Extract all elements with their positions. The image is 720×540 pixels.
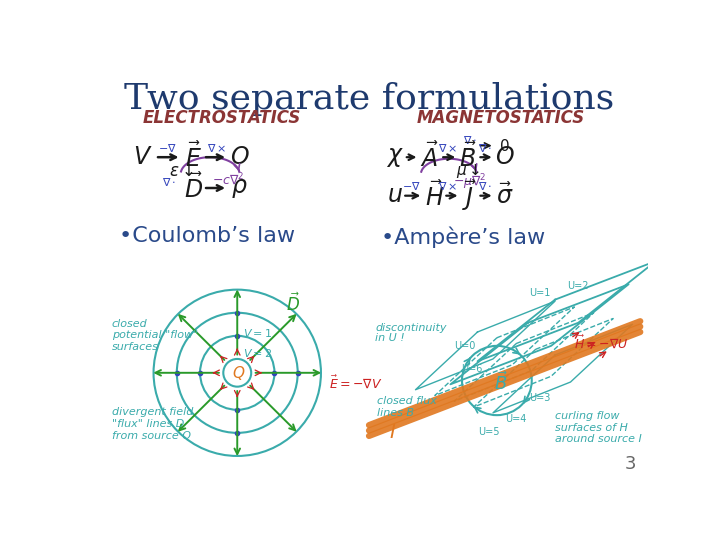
Text: in U !: in U ! — [375, 333, 405, 343]
Text: closed flux
lines B: closed flux lines B — [377, 396, 436, 417]
Text: $O$: $O$ — [495, 146, 515, 168]
Text: $\vec{D}$: $\vec{D}$ — [184, 173, 202, 203]
Text: U=0: U=0 — [454, 341, 475, 351]
Text: $\vec{B}$: $\vec{B}$ — [494, 372, 508, 394]
Text: $\vec{H}{=}{-}\nabla U$: $\vec{H}{=}{-}\nabla U$ — [574, 334, 629, 350]
Text: $\vec{A}$: $\vec{A}$ — [420, 143, 439, 172]
Text: $u$: $u$ — [387, 184, 402, 207]
Text: divergent field
"flux" lines D
from source Q: divergent field "flux" lines D from sour… — [112, 408, 193, 441]
Text: discontinuity: discontinuity — [375, 323, 446, 333]
Text: •Coulomb’s law: •Coulomb’s law — [120, 226, 296, 246]
Text: U=2: U=2 — [567, 281, 589, 291]
Text: ELECTROSTATICS: ELECTROSTATICS — [143, 110, 301, 127]
Text: $I$: $I$ — [389, 423, 396, 442]
Text: $V{=}1$: $V{=}1$ — [243, 327, 273, 339]
Text: $\vec{J}$: $\vec{J}$ — [462, 178, 477, 213]
Text: $\nabla\cdot$: $\nabla\cdot$ — [478, 142, 492, 154]
Text: $\nabla\times$: $\nabla\times$ — [438, 142, 458, 154]
Text: $O$: $O$ — [230, 146, 249, 168]
Text: $\nabla\cdot$: $\nabla\cdot$ — [478, 180, 492, 192]
Text: $\chi$: $\chi$ — [386, 146, 403, 168]
Text: $V{=}2$: $V{=}2$ — [243, 347, 273, 359]
Text: •Ampère’s law: •Ampère’s law — [381, 226, 545, 248]
Text: curling flow
surfaces of H
around source I: curling flow surfaces of H around source… — [555, 411, 642, 444]
Text: $-c\nabla^2$: $-c\nabla^2$ — [212, 172, 244, 188]
Text: $\varepsilon\downarrow$: $\varepsilon\downarrow$ — [169, 162, 194, 180]
Text: $\vec{E}$: $\vec{E}$ — [184, 143, 202, 172]
Text: $-\nabla$: $-\nabla$ — [402, 180, 421, 192]
Text: U=4: U=4 — [505, 414, 527, 424]
Text: 3: 3 — [625, 455, 636, 473]
Text: U=1: U=1 — [528, 288, 550, 299]
Text: $\nabla\cdot$: $\nabla\cdot$ — [463, 134, 477, 146]
Text: MAGNETOSTATICS: MAGNETOSTATICS — [417, 110, 585, 127]
Text: $\mu\downarrow$: $\mu\downarrow$ — [456, 162, 480, 180]
Text: Two separate formulations: Two separate formulations — [124, 82, 614, 116]
Text: U=6: U=6 — [462, 364, 483, 374]
Text: $\nabla\times$: $\nabla\times$ — [438, 180, 458, 192]
Text: $Q$: $Q$ — [232, 364, 246, 382]
Text: $\vec{D}$: $\vec{D}$ — [286, 292, 300, 315]
Text: $0$: $0$ — [498, 138, 509, 154]
Text: U=5: U=5 — [478, 427, 500, 437]
Text: $V$: $V$ — [133, 146, 153, 168]
Text: $-\mu\nabla^2$: $-\mu\nabla^2$ — [453, 172, 487, 192]
Text: $\vec{H}$: $\vec{H}$ — [426, 181, 444, 211]
Text: closed
potential "flow"
surfaces: closed potential "flow" surfaces — [112, 319, 198, 352]
Text: $\nabla\cdot$: $\nabla\cdot$ — [162, 176, 176, 188]
Text: $\vec{\sigma}$: $\vec{\sigma}$ — [496, 183, 513, 208]
Text: $\nabla\times$: $\nabla\times$ — [207, 142, 226, 154]
Text: $\rho$: $\rho$ — [231, 177, 248, 199]
Text: U=3: U=3 — [528, 393, 550, 403]
Text: $\vec{E}{=}{-}\nabla V$: $\vec{E}{=}{-}\nabla V$ — [329, 374, 382, 390]
Text: $-\nabla$: $-\nabla$ — [158, 142, 177, 154]
Text: $\vec{B}$: $\vec{B}$ — [459, 143, 477, 172]
